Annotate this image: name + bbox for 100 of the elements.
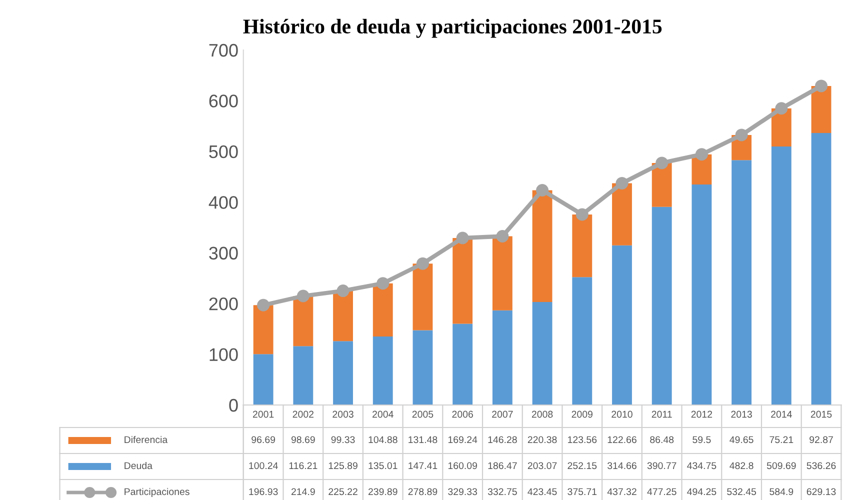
point [616,176,628,190]
data-label: 252.15 [568,462,597,470]
x-tick-label: 2002 [292,410,314,418]
bar [412,264,433,330]
data-label: 125.89 [328,462,358,470]
data-label: 135.01 [368,462,398,470]
data-label: 92.87 [810,436,833,444]
bar [732,160,752,405]
bar [333,341,353,405]
legend-label: Deuda [124,462,152,470]
bar [293,296,314,346]
x-tick-label: 2011 [652,410,672,418]
y-tick-label: 100 [210,348,238,362]
point [815,80,828,92]
y-tick-label: 500 [209,145,238,158]
x-tick-label: 2003 [332,410,354,418]
point [536,184,549,196]
bar [492,310,512,405]
chart-title: Histórico de deuda y participaciones 2001-2015 [243,18,662,38]
point [576,208,588,221]
data-label: 532.45 [727,488,756,496]
data-label: 116.21 [289,462,318,470]
legend-label: Diferencia [124,436,168,444]
data-label: 214.9 [291,488,315,496]
data-label: 332.75 [488,488,517,496]
data-label: 375.71 [568,488,597,496]
data-label: 629.13 [806,488,836,496]
bar [692,184,712,405]
x-tick-label: 2012 [691,410,712,418]
point [376,277,390,290]
bar [412,330,433,405]
data-label: 536.26 [806,462,836,470]
x-tick-label: 2014 [771,410,792,418]
x-tick-label: 2013 [731,410,752,418]
x-tick-label: 2010 [612,410,632,418]
bar [572,214,592,278]
data-label: 131.48 [408,436,438,444]
data-label: 169.24 [448,436,478,444]
data-label: 584.9 [770,488,794,496]
point [775,102,788,115]
bar [612,183,632,246]
data-label: 220.38 [528,436,557,444]
x-tick-label: 2007 [492,410,513,418]
x-tick-label: 2004 [372,410,394,418]
data-label: 59.5 [692,436,711,444]
point [336,284,350,298]
x-tick-label: 2006 [452,410,473,418]
x-tick-label: 2015 [810,410,832,418]
data-label: 75.21 [770,436,794,444]
data-label: 146.28 [488,436,517,444]
point [416,257,429,270]
bar [771,146,792,405]
data-label: 123.56 [568,436,597,444]
bar [452,324,473,405]
data-label: 99.33 [331,436,355,444]
data-label: 434.75 [687,462,716,470]
bar [652,206,672,405]
data-label: 98.69 [291,436,315,444]
data-label: 437.32 [607,488,636,496]
point [695,148,708,161]
x-tick-label: 2009 [572,410,592,418]
bar [532,302,552,405]
y-tick-label: 600 [209,94,238,108]
data-label: 203.07 [528,462,557,470]
bar [372,283,393,337]
data-label: 160.09 [448,462,477,470]
data-label: 104.88 [368,436,398,444]
bar [253,354,274,405]
point [456,232,469,244]
y-tick-label: 300 [209,246,238,260]
y-tick-label: 200 [209,298,238,310]
data-label: 49.65 [730,436,754,444]
point [496,230,509,242]
data-label: 509.69 [766,462,796,470]
bar [372,336,393,405]
bar [572,277,592,405]
point [735,128,748,142]
point [296,290,310,302]
data-label: 390.77 [647,462,676,470]
data-label: 122.66 [608,436,636,444]
point [656,156,668,170]
data-label: 278.89 [408,488,438,496]
bar [253,305,274,354]
y-tick-label: 700 [209,44,238,57]
data-label: 196.93 [249,488,278,496]
x-tick-label: 2001 [252,410,274,418]
bar [532,190,552,302]
x-tick-label: 2005 [412,410,434,418]
data-label: 100.24 [249,462,278,470]
data-label: 225.22 [328,488,358,496]
data-label: 329.33 [448,488,478,496]
data-label: 239.89 [368,488,398,496]
data-label: 494.25 [687,488,716,496]
data-label: 96.69 [252,436,276,444]
y-tick-label: 0 [229,398,238,412]
bar [492,236,512,310]
legend-label: Participaciones [124,488,190,498]
bar [452,238,473,324]
point [257,298,270,312]
data-label: 186.47 [488,462,517,470]
